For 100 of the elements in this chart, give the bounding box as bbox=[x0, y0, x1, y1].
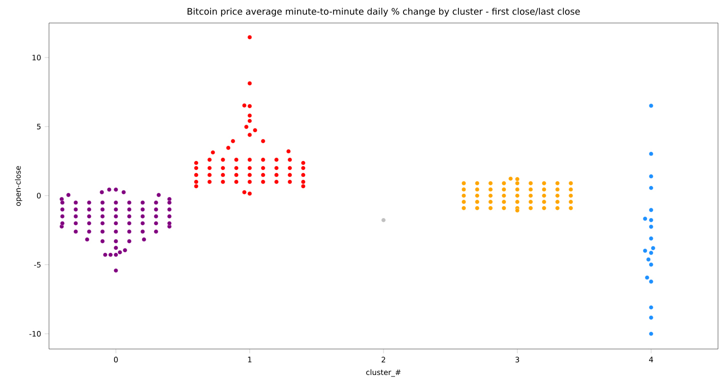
point bbox=[648, 315, 654, 320]
point bbox=[474, 200, 480, 204]
point bbox=[648, 186, 654, 190]
point bbox=[474, 206, 480, 210]
point bbox=[555, 181, 560, 186]
point bbox=[555, 200, 560, 204]
point bbox=[542, 181, 546, 186]
point bbox=[462, 200, 466, 204]
point bbox=[568, 193, 574, 198]
point bbox=[648, 305, 654, 310]
point bbox=[648, 218, 654, 222]
point bbox=[502, 200, 506, 204]
point bbox=[248, 81, 252, 86]
point bbox=[260, 172, 266, 178]
point bbox=[542, 200, 546, 204]
point bbox=[248, 35, 252, 40]
point bbox=[274, 158, 279, 162]
point bbox=[207, 180, 212, 184]
point bbox=[381, 218, 386, 222]
point bbox=[288, 158, 292, 162]
point bbox=[648, 174, 654, 179]
point bbox=[555, 206, 560, 210]
point bbox=[515, 187, 520, 192]
point bbox=[542, 187, 546, 192]
point bbox=[462, 187, 466, 192]
point bbox=[288, 166, 292, 170]
point bbox=[210, 150, 216, 155]
point bbox=[648, 262, 654, 267]
point bbox=[220, 180, 226, 184]
point bbox=[226, 146, 230, 150]
point bbox=[542, 206, 546, 210]
chart-title: Bitcoin price average minute-to-minute daily % change by cluster - first close/last close bbox=[188, 8, 580, 16]
point bbox=[301, 180, 306, 184]
point bbox=[488, 206, 493, 210]
point bbox=[274, 166, 279, 170]
point bbox=[515, 176, 520, 182]
point bbox=[248, 191, 252, 196]
point bbox=[242, 190, 247, 194]
point bbox=[474, 181, 480, 186]
point bbox=[515, 200, 520, 204]
point bbox=[502, 193, 506, 198]
point bbox=[234, 166, 239, 170]
point bbox=[568, 187, 574, 192]
point bbox=[642, 216, 648, 221]
point bbox=[248, 104, 252, 108]
point bbox=[555, 187, 560, 192]
point bbox=[474, 187, 480, 192]
point bbox=[248, 113, 252, 118]
point bbox=[248, 172, 252, 178]
point bbox=[528, 181, 533, 186]
point bbox=[194, 180, 198, 184]
point bbox=[248, 132, 252, 138]
point bbox=[244, 124, 249, 130]
point bbox=[515, 181, 520, 186]
point bbox=[274, 172, 279, 178]
point bbox=[242, 103, 247, 108]
point bbox=[288, 172, 292, 178]
point bbox=[194, 166, 198, 170]
point bbox=[648, 104, 654, 108]
point bbox=[301, 166, 306, 170]
point bbox=[220, 172, 226, 178]
point bbox=[194, 184, 198, 188]
point bbox=[288, 180, 292, 184]
point bbox=[234, 158, 239, 162]
point bbox=[488, 200, 493, 204]
point bbox=[502, 181, 506, 186]
point bbox=[462, 181, 466, 186]
point bbox=[642, 248, 648, 253]
point bbox=[648, 279, 654, 284]
point bbox=[207, 158, 212, 162]
point bbox=[260, 158, 266, 162]
point bbox=[248, 118, 252, 124]
point bbox=[644, 275, 650, 280]
point bbox=[488, 181, 493, 186]
point bbox=[650, 246, 656, 250]
point bbox=[207, 166, 212, 170]
point bbox=[568, 181, 574, 186]
point bbox=[568, 206, 574, 210]
point bbox=[508, 176, 513, 181]
point bbox=[260, 180, 266, 184]
point bbox=[488, 187, 493, 192]
point bbox=[515, 193, 520, 198]
point bbox=[260, 138, 266, 144]
point bbox=[528, 206, 533, 210]
point bbox=[248, 158, 252, 162]
point bbox=[220, 158, 226, 162]
point bbox=[648, 208, 654, 212]
point bbox=[220, 166, 226, 170]
point bbox=[555, 193, 560, 198]
point bbox=[542, 193, 546, 198]
point bbox=[502, 187, 506, 192]
point bbox=[234, 180, 239, 184]
point bbox=[207, 172, 212, 178]
point bbox=[260, 166, 266, 170]
point bbox=[234, 172, 239, 178]
point bbox=[648, 224, 654, 229]
point bbox=[648, 332, 654, 336]
point bbox=[301, 160, 306, 166]
point bbox=[515, 208, 520, 213]
point bbox=[528, 187, 533, 192]
